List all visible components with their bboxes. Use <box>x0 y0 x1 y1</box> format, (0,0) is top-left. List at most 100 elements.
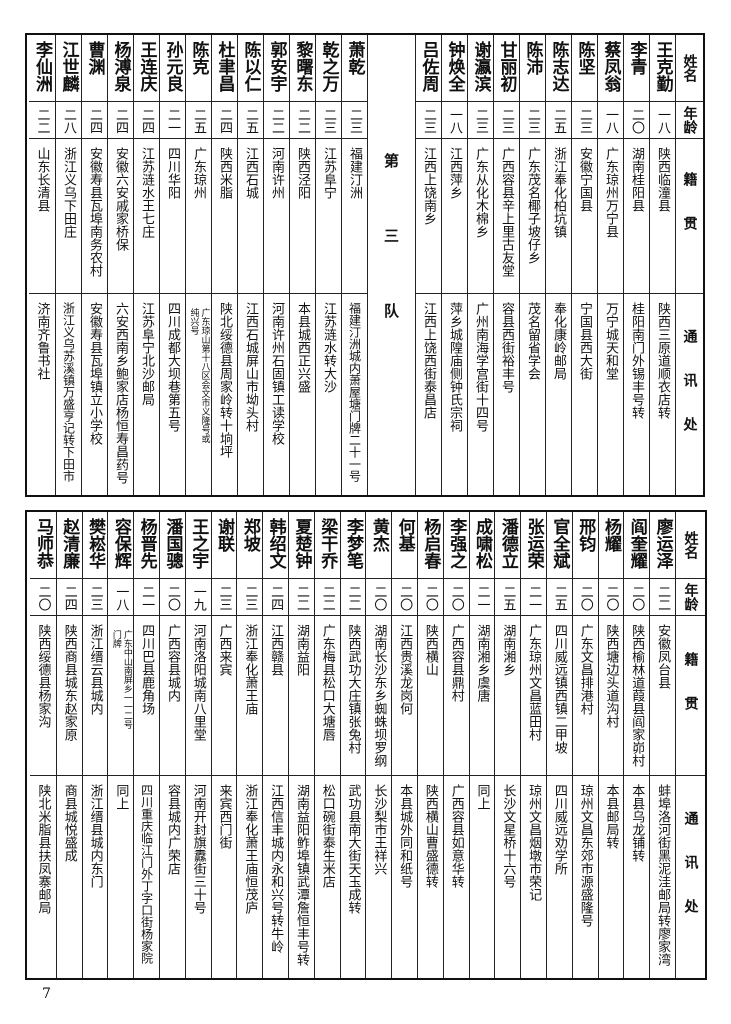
person-column: 王连庆 二四 江苏涟水王七庄 江苏阜宁北沙邮局 <box>133 35 159 495</box>
person-age: 二四 <box>212 102 237 139</box>
person-column: 杜聿昌 二四 陕西米脂 陕北绥德县周家岭转十垧坪 <box>211 35 237 495</box>
person-age: 二一 <box>160 102 185 139</box>
person-column: 官全斌 二五 四川威远镇西镇二甲坡 四川威远劝学所 <box>546 512 572 978</box>
person-column: 谢瀛滨 二三 广东从化木棉乡 广州南海学宫街十四号 <box>467 35 493 495</box>
person-age: 二二 <box>289 579 314 616</box>
person-address: 容县城内广荣店 <box>164 784 180 875</box>
person-origin: 浙江义乌下田庄 <box>56 139 81 294</box>
person-origin: 安徽六安戚家桥保 <box>108 139 133 294</box>
person-address: 商县城悦盛成 <box>61 784 77 862</box>
person-name: 成啸松 <box>469 512 495 579</box>
person-column: 成啸松 二一 湖南湘乡虞唐 同上 <box>468 512 495 978</box>
person-age: 二二 <box>314 579 340 616</box>
person-name: 潘德立 <box>495 512 521 579</box>
person-address: 万宁城天和堂 <box>603 302 618 380</box>
person-address: 陕北米脂县扶凤寨邮局 <box>35 784 51 914</box>
person-address: 同上 <box>474 784 490 810</box>
person-address: 本县城外同和纸号 <box>397 784 413 888</box>
person-age: 二一 <box>521 579 547 616</box>
person-name: 夏楚钟 <box>289 512 314 579</box>
person-address: 四川威远劝学所 <box>551 784 567 875</box>
person-name: 张运荣 <box>521 512 547 579</box>
person-name: 杜聿昌 <box>212 35 237 102</box>
person-name: 杨启春 <box>418 512 443 579</box>
person-address: 本县城西正兴盛 <box>295 302 310 393</box>
person-name: 王连庆 <box>134 35 159 102</box>
person-name: 甘丽初 <box>494 35 519 102</box>
person-age: 二五 <box>238 102 263 139</box>
person-name: 韩绍文 <box>263 512 289 579</box>
person-column: 夏楚钟 二二 湖南益阳 湖南益阳鲊埠镇武潭詹恒丰号转 <box>288 512 314 978</box>
person-age: 二三 <box>572 102 597 139</box>
person-origin: 广东琼州文昌蓝田村 <box>521 616 547 776</box>
person-age: 二二 <box>264 102 289 139</box>
person-address: 陕西三原道顺衣店转 <box>655 302 670 419</box>
person-address: 陕西横山曹盛德转 <box>422 784 438 888</box>
header-column: 姓名 年龄 籍贯 通讯处 <box>675 35 703 495</box>
person-column: 李仙洲 二二 山东长清县 济南齐鲁书社 <box>29 35 55 495</box>
person-column: 陈克 二五 广东琼州 广东琼山第十八区会文市义隆号或 纯兴号 <box>185 35 211 495</box>
person-name: 萧乾 <box>342 35 367 102</box>
person-origin: 广东从化木棉乡 <box>468 139 493 294</box>
person-age: 二〇 <box>572 579 598 616</box>
person-age: 二三 <box>342 102 367 139</box>
person-age: 二〇 <box>598 579 624 616</box>
person-column: 樊崧华 二三 浙江缙云县城内 浙江缙县城内东门 <box>81 512 108 978</box>
person-column: 杨耀 二〇 陕西塘边头道沟村 本县邮局转 <box>597 512 624 978</box>
person-age: 二三 <box>82 579 108 616</box>
person-address: 宁国县西大街 <box>577 302 592 380</box>
header-column: 姓名 年龄 籍贯 通讯处 <box>675 512 705 978</box>
person-address: 浙江缙县城内东门 <box>87 784 103 888</box>
person-origin: 广西容县鼎村 <box>443 616 469 776</box>
header-address: 通讯处 <box>681 328 698 461</box>
person-column: 蔡凤翁 一八 广东琼州万宁县 万宁城天和堂 <box>597 35 623 495</box>
person-age: 二八 <box>56 102 81 139</box>
person-column: 李梦笔 二二 陕西武功大庄镇张兔村 武功县南大街天玉成转 <box>339 512 366 978</box>
person-address: 萍乡城隍庙侧钟氏宗祠 <box>447 302 462 432</box>
person-column: 张运荣 二一 广东琼州文昌蓝田村 琼州文昌烟墩市荣记 <box>520 512 547 978</box>
person-origin: 四川巴县鹿角场 <box>134 616 160 776</box>
person-column: 萧乾 二三 福建汀洲 福建汀洲城内萧屋塘门牌二十一号 <box>341 35 367 495</box>
person-origin: 江西赣县 <box>263 616 289 776</box>
person-address: 河南许州石固镇工读学校 <box>269 302 284 445</box>
person-age: 二二 <box>290 102 315 139</box>
roster-table-top: 姓名 年龄 籍贯 通讯处 王克勤 一八 陕西临潼县 陕西三原道顺衣店转 李青 二〇 湖南桂阳县 桂阳南… <box>25 33 705 497</box>
person-origin: 江西上饶南乡 <box>416 139 441 294</box>
person-origin: 安徽寿县瓦埠南务农村 <box>82 139 107 294</box>
person-origin: 四川华阳 <box>160 139 185 294</box>
person-origin: 陕西绥德县杨家沟 <box>30 616 56 776</box>
person-name: 孙元良 <box>160 35 185 102</box>
person-column: 马师恭 二〇 陕西绥德县杨家沟 陕北米脂县扶凤寨邮局 <box>30 512 56 978</box>
person-address: 浙江奉化萧王庙恒茂庐 <box>242 784 258 914</box>
person-column: 甘丽初 二三 广西容县辛上里古友堂 容县西街裕丰号 <box>493 35 519 495</box>
person-origin: 陕西塘边头道沟村 <box>598 616 624 776</box>
person-origin: 江西石城 <box>238 139 263 294</box>
person-name: 江世麟 <box>56 35 81 102</box>
person-name: 官全斌 <box>547 512 572 579</box>
person-column: 陈沛 二三 广东茂名椰子坡仔乡 茂名留省学会 <box>519 35 545 495</box>
person-age: 一八 <box>650 102 675 139</box>
person-origin: 河南许州 <box>264 139 289 294</box>
person-address: 容县西街裕丰号 <box>499 302 514 393</box>
person-address: 来宾西门街 <box>216 784 232 849</box>
person-origin: 广东琼州万宁县 <box>598 139 623 294</box>
person-origin: 陕西榆林道葭县阎家峁村 <box>624 616 650 776</box>
person-age: 二〇 <box>392 579 418 616</box>
person-column: 郑坡 二三 浙江奉化萧王庙 浙江奉化萧王庙恒茂庐 <box>236 512 263 978</box>
roster-table-bottom: 姓名 年龄 籍贯 通讯处 廖运泽 二二 安徽凤台县 蚌埠洛河街黑泥洼邮局转廖家湾 阎奎耀 二〇 陕西… <box>25 510 707 980</box>
person-origin: 山东长清县 <box>29 139 55 294</box>
person-name: 郭安宇 <box>264 35 289 102</box>
person-column: 黄杰 二〇 湖南长沙东乡蜘蛛坝罗纲 长沙梨市王祥兴 <box>365 512 392 978</box>
person-name: 谢瀛滨 <box>468 35 493 102</box>
person-origin: 湖南益阳 <box>289 616 314 776</box>
person-age: 二〇 <box>624 579 650 616</box>
person-address: 四川重庆临江门外丁字口街杨家院 <box>139 784 154 964</box>
person-column: 何基 二〇 江西贵溪龙岗何 本县城外同和纸号 <box>391 512 418 978</box>
header-name: 姓名 <box>676 512 705 579</box>
person-origin: 河南洛阳城南八里堂 <box>185 616 211 776</box>
person-name: 李青 <box>624 35 649 102</box>
person-name: 陈坚 <box>572 35 597 102</box>
person-address: 奉化康岭邮局 <box>551 302 566 380</box>
person-column: 曹渊 二四 安徽寿县瓦埠南务农村 安徽寿县瓦埠镇立小学校 <box>81 35 107 495</box>
person-name: 李强之 <box>443 512 469 579</box>
